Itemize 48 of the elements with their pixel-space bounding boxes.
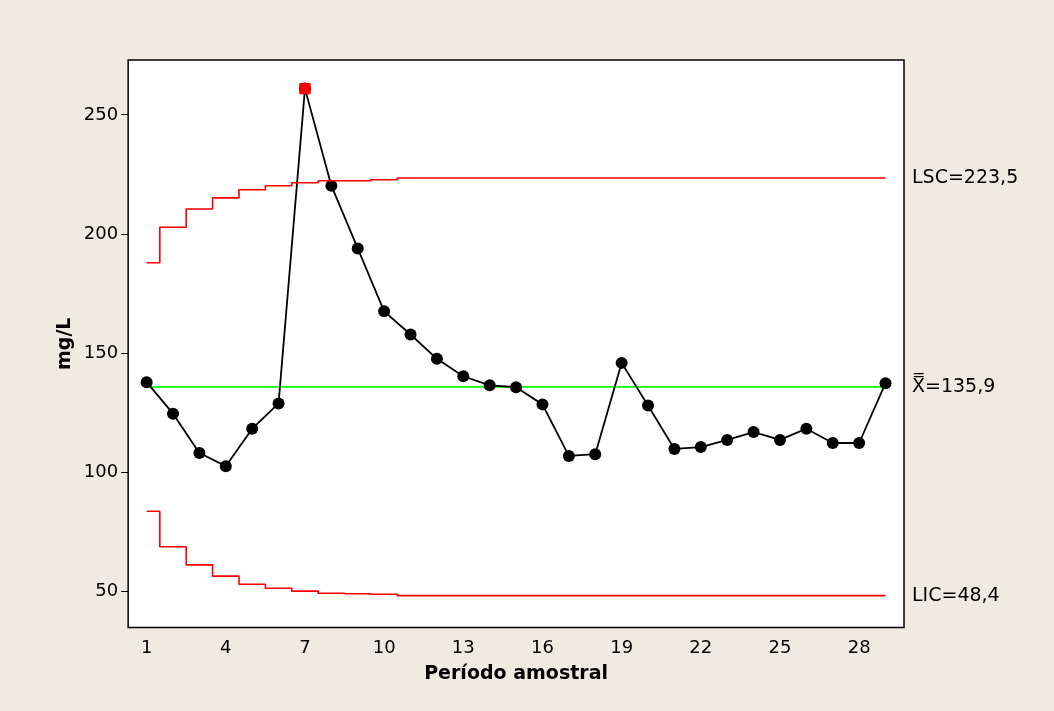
series-label: LSC=223,5 (912, 164, 1019, 187)
x-tick-label: 22 (689, 636, 713, 658)
point (589, 448, 602, 461)
y-axis-title: mg/L (52, 317, 75, 371)
y-tick-label: 250 (83, 102, 119, 124)
point (694, 441, 707, 454)
x-tick-label: 7 (299, 636, 311, 658)
point (140, 376, 153, 389)
point (219, 460, 232, 473)
x-tick-label: 4 (220, 636, 232, 658)
point (246, 422, 259, 435)
y-tick-label: 150 (83, 341, 119, 363)
x-tick-label: 1 (140, 636, 153, 658)
point (642, 399, 655, 412)
x-tick-label: 19 (610, 636, 634, 658)
point (510, 381, 523, 394)
ref-line-label: X̿=135,9 (912, 372, 996, 396)
point (167, 407, 180, 420)
point (747, 426, 760, 439)
point (457, 370, 470, 383)
x-tick-label: 28 (847, 636, 871, 658)
point (536, 398, 549, 411)
point (325, 179, 338, 192)
point (430, 352, 443, 365)
x-tick-label: 25 (768, 636, 792, 658)
y-tick-label: 50 (95, 579, 119, 601)
point (193, 447, 206, 460)
point (351, 242, 364, 255)
x-tick-label: 16 (531, 636, 554, 658)
point (483, 379, 496, 392)
point (879, 377, 892, 390)
point (272, 397, 285, 410)
point (800, 422, 813, 435)
x-axis-title: Período amostral (424, 660, 608, 683)
point (773, 433, 786, 446)
point (826, 437, 839, 450)
point (721, 433, 734, 446)
x-tick-label: 13 (451, 636, 475, 658)
point (615, 356, 628, 369)
point (404, 328, 417, 341)
point (668, 442, 681, 455)
y-tick-label: 100 (83, 460, 119, 482)
series-label: LIC=48,4 (912, 582, 1000, 605)
point (562, 449, 575, 462)
y-tick-label: 200 (83, 221, 119, 243)
x-tick-label: 10 (372, 636, 396, 658)
point (378, 305, 391, 318)
point (853, 437, 866, 450)
